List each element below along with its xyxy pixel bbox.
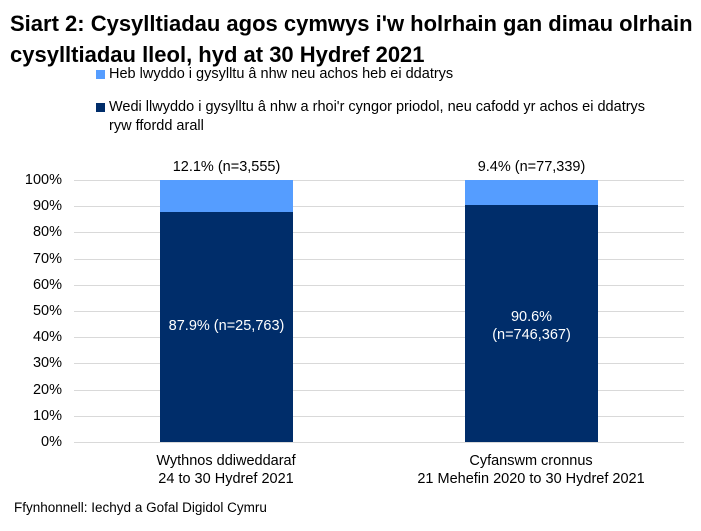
chart-title: Siart 2: Cysylltiadau agos cymwys i'w ho… xyxy=(10,11,693,67)
bar-label-reached: 87.9% (n=25,763) xyxy=(168,318,285,334)
x-label-line2: 21 Mehefin 2020 to 30 Hydref 2021 xyxy=(417,471,645,487)
y-tick: 30% xyxy=(32,355,62,371)
bar-segment-reached xyxy=(465,205,598,442)
bar-cumulative xyxy=(465,180,598,442)
bar-segment-reached xyxy=(160,212,293,442)
gridline-0 xyxy=(74,442,684,443)
legend-label: Heb lwyddo i gysylltu â nhw neu achos he… xyxy=(109,66,454,82)
gridline-70 xyxy=(74,259,684,260)
y-tick: 70% xyxy=(32,251,62,267)
gridline-100 xyxy=(74,180,684,181)
y-tick: 0% xyxy=(41,434,62,450)
x-label-line1: Wythnos ddiweddaraf xyxy=(156,453,296,469)
source-note: Ffynhonnell: Iechyd a Gofal Digidol Cymr… xyxy=(14,500,267,515)
bar-label-unreached: 9.4% (n=77,339) xyxy=(477,159,586,175)
x-label-line1: Cyfanswm cronnus xyxy=(469,453,593,469)
bar-label-reached-count: (n=746,367) xyxy=(492,327,571,343)
gridline-50 xyxy=(74,311,684,312)
bar-label-reached-pct: 90.6% xyxy=(510,309,553,325)
gridline-80 xyxy=(74,232,684,233)
y-tick: 60% xyxy=(32,277,62,293)
y-tick: 80% xyxy=(32,224,62,240)
y-tick: 50% xyxy=(32,303,62,319)
gridline-10 xyxy=(74,416,684,417)
gridline-30 xyxy=(74,363,684,364)
bar-label-unreached: 12.1% (n=3,555) xyxy=(172,159,281,175)
bar-segment-unreached xyxy=(465,180,598,205)
legend-swatch-light-blue-icon xyxy=(96,70,105,79)
x-label-line2: 24 to 30 Hydref 2021 xyxy=(158,471,294,487)
legend-label: Wedi llwyddo i gysylltu â nhw a rhoi'r c… xyxy=(109,99,646,134)
bar-latest-week xyxy=(160,180,293,442)
gridline-20 xyxy=(74,390,684,391)
gridline-60 xyxy=(74,285,684,286)
bar-segment-unreached xyxy=(160,180,293,212)
y-tick: 40% xyxy=(32,329,62,345)
y-tick: 90% xyxy=(32,198,62,214)
y-tick: 20% xyxy=(32,382,62,398)
y-tick: 10% xyxy=(32,408,62,424)
gridline-40 xyxy=(74,337,684,338)
gridline-90 xyxy=(74,206,684,207)
legend-swatch-navy-icon xyxy=(96,103,105,112)
y-tick: 100% xyxy=(24,172,62,188)
